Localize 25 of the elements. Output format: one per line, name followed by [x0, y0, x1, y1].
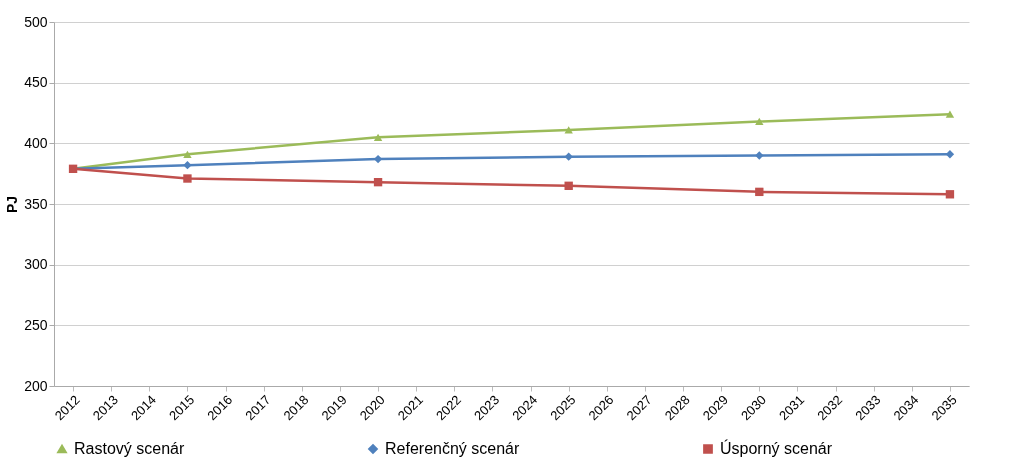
point [755, 151, 764, 160]
legend-label: Rastový scenár [74, 440, 185, 457]
y-tick-label: 400 [24, 134, 48, 151]
legend-label: Referenčný scenár [385, 440, 520, 457]
point [945, 110, 955, 118]
y-tick-label: 500 [24, 13, 48, 30]
y-tick-label: 300 [24, 256, 48, 273]
point [373, 133, 383, 141]
point [183, 160, 192, 170]
point [373, 177, 383, 187]
y-tick-label: 250 [24, 316, 48, 333]
y-tick-label: 350 [24, 195, 48, 212]
point [755, 187, 764, 197]
point [945, 150, 955, 159]
point [755, 117, 764, 126]
point [183, 174, 192, 183]
point [183, 150, 192, 158]
y-tick-label: 450 [24, 74, 48, 91]
point [564, 126, 573, 134]
point [945, 190, 955, 199]
y-axis-title: PJ [4, 195, 21, 214]
point [564, 181, 573, 190]
point [564, 152, 573, 161]
y-tick-label: 200 [24, 377, 48, 394]
legend-label: Úsporný scenár [720, 439, 833, 457]
